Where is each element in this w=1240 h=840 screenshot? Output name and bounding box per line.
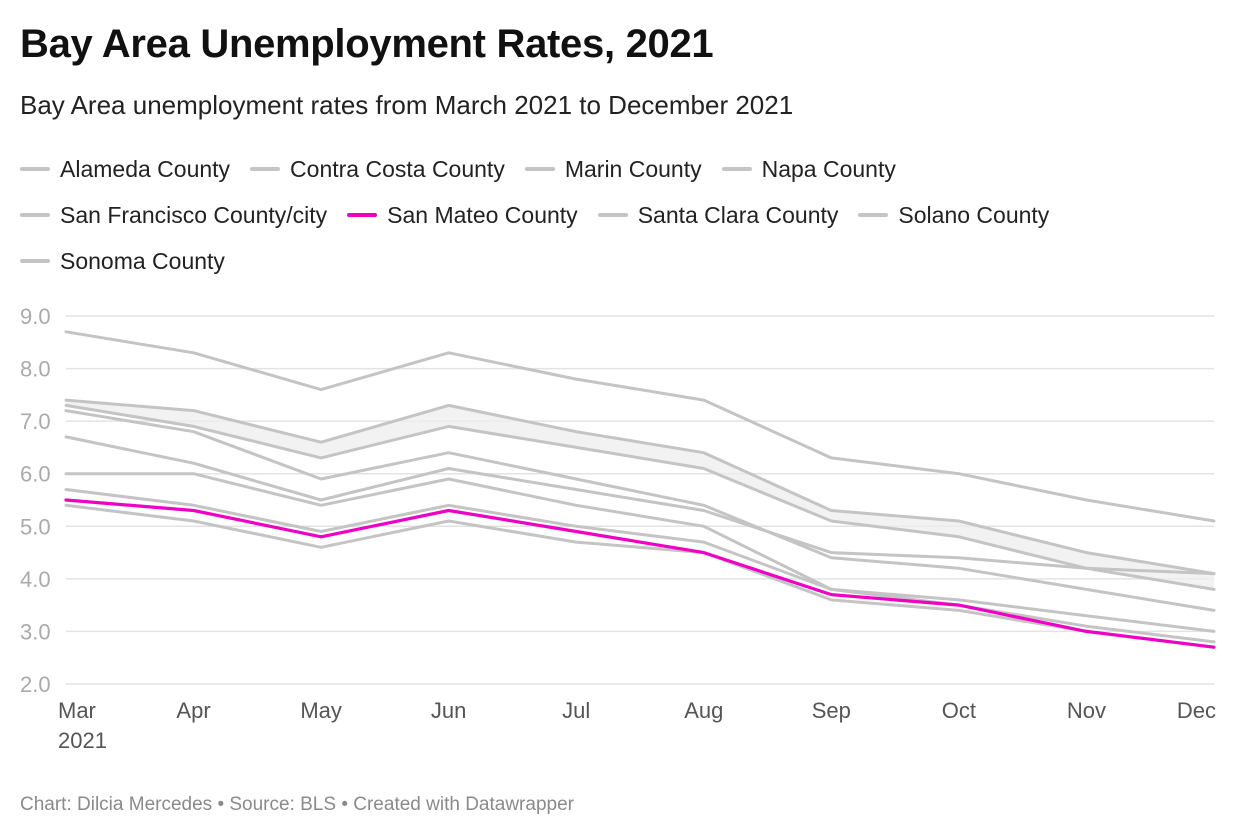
y-tick-label: 3.0 <box>20 619 51 644</box>
legend-swatch <box>250 167 281 171</box>
legend-item-alameda: Alameda County <box>20 156 230 183</box>
legend-row: San Francisco County/city San Mateo Coun… <box>20 192 1200 238</box>
legend-label: Contra Costa County <box>290 155 505 182</box>
series-line-marin-county <box>64 503 1216 649</box>
x-tick-label: Jul <box>562 698 590 723</box>
range-band <box>66 400 1214 590</box>
x-tick-label: Nov <box>1067 698 1106 723</box>
range-band-area <box>66 400 1214 590</box>
chart-source: Chart: Dilcia Mercedes • Source: BLS • C… <box>20 794 574 815</box>
series-line-san-mateo-county <box>64 498 1216 649</box>
legend-label: Sonoma County <box>60 247 225 274</box>
legend-label: Santa Clara County <box>637 201 839 228</box>
legend-swatch <box>858 213 889 217</box>
x-tick-label: Mar <box>58 698 96 723</box>
y-tick-label: 9.0 <box>20 304 51 329</box>
y-tick-label: 6.0 <box>20 462 51 487</box>
series-line-sonoma-county <box>64 403 1216 591</box>
x-tick-label: Dec <box>1177 698 1216 723</box>
x-tick-label: Oct <box>942 698 976 723</box>
grid-lines <box>66 315 1214 685</box>
legend-item-santa-clara: Santa Clara County <box>597 201 839 229</box>
x-tick-label: Aug <box>684 698 723 723</box>
legend-label: San Francisco County/city <box>60 201 328 228</box>
legend-swatch <box>20 259 50 263</box>
series-line-alameda-county <box>64 409 1216 612</box>
x-tick-label: Jun <box>431 698 466 723</box>
x-tick-label: Sep <box>812 698 851 723</box>
y-tick-label: 7.0 <box>20 409 51 434</box>
legend-item-sonoma: Sonoma County <box>20 248 225 275</box>
chart-subtitle: Bay Area unemployment rates from March 2… <box>20 90 794 120</box>
legend-label: San Mateo County <box>387 201 578 228</box>
y-tick-label: 2.0 <box>20 672 51 697</box>
axis-labels: 9.0 8.0 7.0 6.0 5.0 4.0 3.0 2.0 Mar Apr May Jun Jul A… <box>20 304 1216 753</box>
series-line-contra-costa-county <box>64 398 1216 576</box>
legend-swatch <box>597 213 628 217</box>
chart-title: Bay Area Unemployment Rates, 2021 <box>20 22 714 66</box>
legend-label: Solano County <box>898 201 1050 228</box>
legend-item-san-mateo: San Mateo County <box>347 202 578 229</box>
x-tick-label: May <box>300 698 342 723</box>
chart-legend: Alameda County Contra Costa County Marin… <box>20 146 1200 284</box>
legend-item-marin: Marin County <box>524 155 702 183</box>
legend-row: Sonoma County <box>20 238 1200 284</box>
series-line-solano-county <box>64 330 1216 523</box>
legend-label: Marin County <box>564 155 702 182</box>
legend-label: Alameda County <box>60 155 231 182</box>
series-line-napa-county <box>64 472 1216 633</box>
legend-item-contra-costa: Contra Costa County <box>250 156 505 183</box>
series-line-santa-clara-county <box>64 435 1216 576</box>
series-lines <box>64 330 1216 649</box>
legend-label: Napa County <box>761 155 896 182</box>
y-tick-label: 4.0 <box>20 567 51 592</box>
x-tick-year-label: 2021 <box>58 728 107 753</box>
legend-item-napa: Napa County <box>721 155 896 183</box>
series-line-san-francisco-county-city <box>64 488 1216 644</box>
y-tick-label: 8.0 <box>20 357 51 382</box>
legend-swatch <box>347 213 378 217</box>
legend-swatch <box>20 213 50 217</box>
legend-swatch <box>20 167 50 171</box>
x-tick-label: Apr <box>176 698 210 723</box>
legend-item-san-francisco: San Francisco County/city <box>20 202 327 229</box>
legend-swatch <box>721 167 752 171</box>
legend-row: Alameda County Contra Costa County Marin… <box>20 146 1200 192</box>
legend-swatch <box>524 167 555 171</box>
y-tick-label: 5.0 <box>20 514 51 539</box>
legend-item-solano: Solano County <box>858 202 1049 229</box>
